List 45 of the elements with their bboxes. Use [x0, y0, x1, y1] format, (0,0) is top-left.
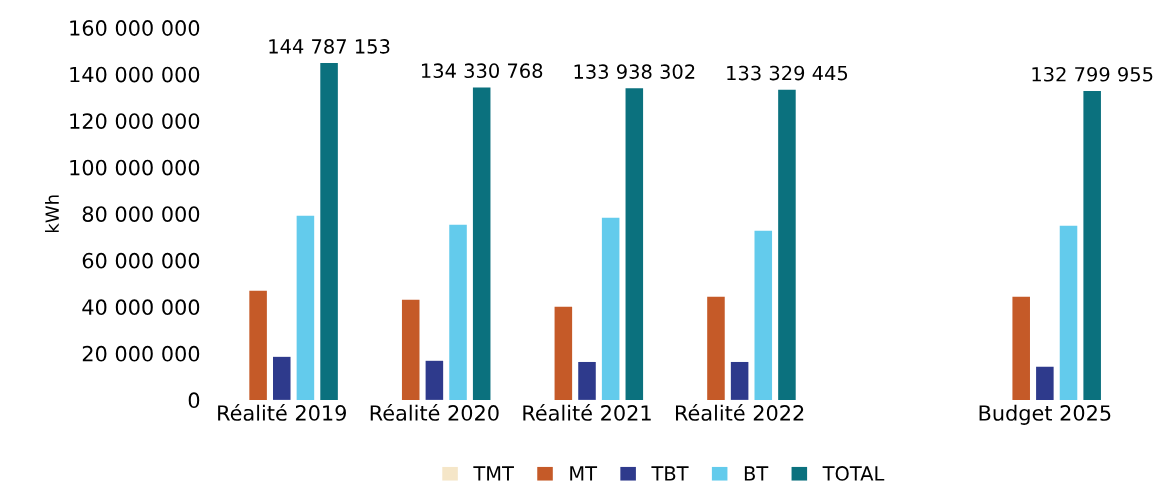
bar: [754, 230, 773, 400]
bar: [425, 360, 444, 400]
y-tick-label: 20 000 000: [82, 345, 200, 362]
x-tick-label: Réalité 2020: [370, 403, 499, 421]
y-tick-label: 100 000 000: [70, 159, 200, 176]
bar: [272, 356, 291, 400]
x-tick-label: Budget 2025: [979, 404, 1111, 425]
data-label: 133 329 445: [727, 65, 848, 81]
bar: [1036, 366, 1054, 400]
legend-label: TOTAL: [822, 466, 885, 481]
bar: [249, 290, 267, 400]
y-tick-label: 140 000 000: [70, 66, 200, 83]
data-label: 133 938 302: [574, 64, 695, 79]
legend-label: TBT: [651, 466, 689, 481]
y-tick-label: 80 000 000: [82, 206, 200, 222]
y-tick-label: 160 000 000: [70, 20, 200, 36]
x-tick-label: Réalité 2022: [676, 403, 804, 421]
bar: [296, 215, 315, 400]
bar: [730, 361, 749, 400]
data-label: 132 799 955: [1032, 66, 1153, 82]
legend-label: MT: [570, 466, 598, 481]
y-axis-title: kWh: [45, 195, 59, 233]
legend-label: TMT: [473, 466, 514, 481]
bar: [401, 299, 420, 400]
legend-label: BT: [744, 466, 769, 481]
bar: [320, 63, 338, 400]
bar: [707, 296, 725, 400]
bar: [1083, 90, 1101, 400]
y-tick-label: 0: [188, 392, 200, 409]
data-label: 144 787 153: [269, 39, 390, 54]
y-tick-label: 60 000 000: [82, 252, 200, 269]
bar: [472, 87, 491, 400]
y-tick-label: 120 000 000: [70, 113, 200, 129]
bar: [578, 361, 596, 400]
bar: [449, 224, 467, 400]
bar: [625, 88, 644, 400]
bar: [1059, 225, 1078, 400]
x-tick-label: Réalité 2021: [523, 403, 651, 421]
bar: [601, 217, 620, 400]
bar: [1012, 296, 1030, 400]
data-label: 134 330 768: [421, 63, 543, 79]
bar: [554, 306, 573, 400]
bar: [778, 89, 796, 400]
x-tick-label: Réalité 2019: [218, 403, 346, 421]
y-tick-label: 40 000 000: [82, 299, 200, 316]
